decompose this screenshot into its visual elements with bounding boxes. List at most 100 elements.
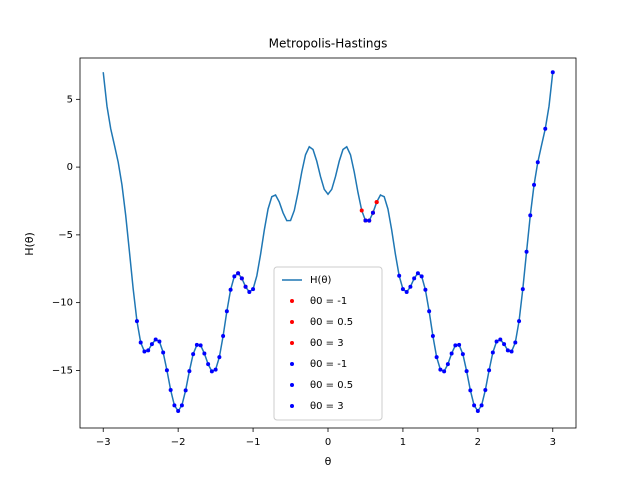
point <box>359 208 364 213</box>
legend-label: θ0 = 3 <box>310 401 344 412</box>
x-tick-label: −1 <box>246 437 261 448</box>
point <box>445 362 450 367</box>
point <box>483 388 488 393</box>
point <box>251 287 256 292</box>
point <box>149 342 154 347</box>
point <box>412 276 417 281</box>
point <box>520 287 525 292</box>
point <box>179 403 184 408</box>
x-tick-label: 0 <box>325 437 331 448</box>
point <box>494 339 499 344</box>
plot-frame <box>79 57 577 429</box>
legend-box <box>273 266 383 421</box>
point <box>535 160 540 165</box>
point <box>453 343 458 348</box>
point <box>221 333 226 338</box>
x-axis-label: θ <box>325 455 332 468</box>
point <box>464 369 469 374</box>
point <box>213 367 218 372</box>
point <box>517 319 522 324</box>
point <box>468 388 473 393</box>
point <box>505 348 510 353</box>
x-tick-label: 2 <box>475 437 481 448</box>
point <box>423 287 428 292</box>
legend-swatch <box>290 320 294 324</box>
point <box>528 213 533 218</box>
point <box>172 403 177 408</box>
point <box>168 388 173 393</box>
point <box>239 276 244 281</box>
point <box>194 342 199 347</box>
point <box>513 340 518 345</box>
point <box>438 367 443 372</box>
legend-label: θ0 = 0.5 <box>310 380 353 391</box>
point <box>430 333 435 338</box>
chart-title: Metropolis-Hastings <box>269 37 388 51</box>
point <box>460 352 465 357</box>
point <box>374 200 379 205</box>
point <box>157 339 162 344</box>
point <box>457 342 462 347</box>
point <box>550 70 555 75</box>
point <box>404 290 409 295</box>
point <box>187 369 192 374</box>
legend-label: θ0 = 3 <box>310 338 344 349</box>
point <box>164 368 169 373</box>
legend-swatch <box>290 341 294 345</box>
x-tick-label: −3 <box>96 437 111 448</box>
point <box>524 249 529 254</box>
point <box>146 348 151 353</box>
legend-swatch <box>290 383 294 387</box>
point <box>400 287 405 292</box>
point <box>427 309 432 314</box>
point <box>502 342 507 347</box>
point <box>442 369 447 374</box>
legend-swatch <box>290 404 294 408</box>
point <box>415 271 420 276</box>
point <box>243 284 248 289</box>
legend-swatch <box>290 362 294 366</box>
point <box>434 355 439 360</box>
point <box>543 126 548 131</box>
point <box>509 349 514 354</box>
x-tick-label: 3 <box>550 437 556 448</box>
legend: H(θ) θ0 = -1 θ0 = 0.5 θ0 = 3 θ0 = -1 θ0 = 0.5… <box>273 266 383 421</box>
point <box>498 337 503 342</box>
point <box>408 284 413 289</box>
point <box>206 362 211 367</box>
point <box>209 369 214 374</box>
point <box>479 403 484 408</box>
y-tick-label: −10 <box>52 298 73 309</box>
legend-label: θ0 = -1 <box>310 359 347 370</box>
x-tick-label: −2 <box>171 437 186 448</box>
x-tick-label: 1 <box>400 437 406 448</box>
point <box>134 319 139 324</box>
point <box>138 340 143 345</box>
y-tick-label: −15 <box>52 365 73 376</box>
point <box>176 409 181 414</box>
point <box>419 274 424 279</box>
point <box>142 349 147 354</box>
point <box>191 352 196 357</box>
y-tick-label: 0 <box>67 162 73 173</box>
point <box>370 210 375 215</box>
point <box>363 218 368 223</box>
legend-label: θ0 = 0.5 <box>310 317 353 328</box>
point <box>490 350 495 355</box>
point <box>475 409 480 414</box>
point <box>217 355 222 360</box>
point <box>532 182 537 187</box>
legend-swatch <box>290 299 294 303</box>
y-axis-label: H(θ) <box>23 232 36 256</box>
point <box>236 271 241 276</box>
point <box>367 218 372 223</box>
point <box>161 350 166 355</box>
legend-label: θ0 = -1 <box>310 296 347 307</box>
point <box>397 273 402 278</box>
point <box>198 343 203 348</box>
y-tick-label: 5 <box>67 94 73 105</box>
point <box>487 368 492 373</box>
point <box>202 351 207 356</box>
point <box>228 287 233 292</box>
